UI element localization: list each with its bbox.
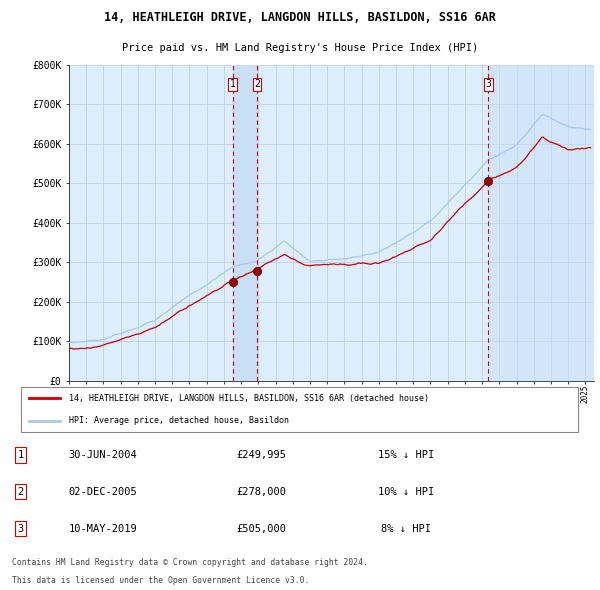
Text: 15% ↓ HPI: 15% ↓ HPI (378, 450, 434, 460)
Text: 3: 3 (485, 79, 491, 89)
Text: 3: 3 (17, 524, 24, 533)
Text: This data is licensed under the Open Government Licence v3.0.: This data is licensed under the Open Gov… (12, 576, 309, 585)
Text: HPI: Average price, detached house, Basildon: HPI: Average price, detached house, Basi… (69, 416, 289, 425)
FancyBboxPatch shape (21, 387, 578, 432)
Text: 1: 1 (230, 79, 235, 89)
Text: 14, HEATHLEIGH DRIVE, LANGDON HILLS, BASILDON, SS16 6AR: 14, HEATHLEIGH DRIVE, LANGDON HILLS, BAS… (104, 11, 496, 24)
Text: 10% ↓ HPI: 10% ↓ HPI (378, 487, 434, 497)
Text: £249,995: £249,995 (237, 450, 287, 460)
Text: Contains HM Land Registry data © Crown copyright and database right 2024.: Contains HM Land Registry data © Crown c… (12, 558, 368, 567)
Text: 14, HEATHLEIGH DRIVE, LANGDON HILLS, BASILDON, SS16 6AR (detached house): 14, HEATHLEIGH DRIVE, LANGDON HILLS, BAS… (69, 394, 429, 403)
Text: 8% ↓ HPI: 8% ↓ HPI (381, 524, 431, 533)
Text: 1: 1 (17, 450, 24, 460)
Bar (233, 65, 257, 381)
Text: 10-MAY-2019: 10-MAY-2019 (68, 524, 137, 533)
Bar (488, 65, 594, 381)
Text: Price paid vs. HM Land Registry's House Price Index (HPI): Price paid vs. HM Land Registry's House … (122, 43, 478, 53)
Text: £505,000: £505,000 (237, 524, 287, 533)
Text: 02-DEC-2005: 02-DEC-2005 (68, 487, 137, 497)
Text: 2: 2 (17, 487, 24, 497)
Text: 30-JUN-2004: 30-JUN-2004 (68, 450, 137, 460)
Text: 2: 2 (254, 79, 260, 89)
Text: £278,000: £278,000 (237, 487, 287, 497)
